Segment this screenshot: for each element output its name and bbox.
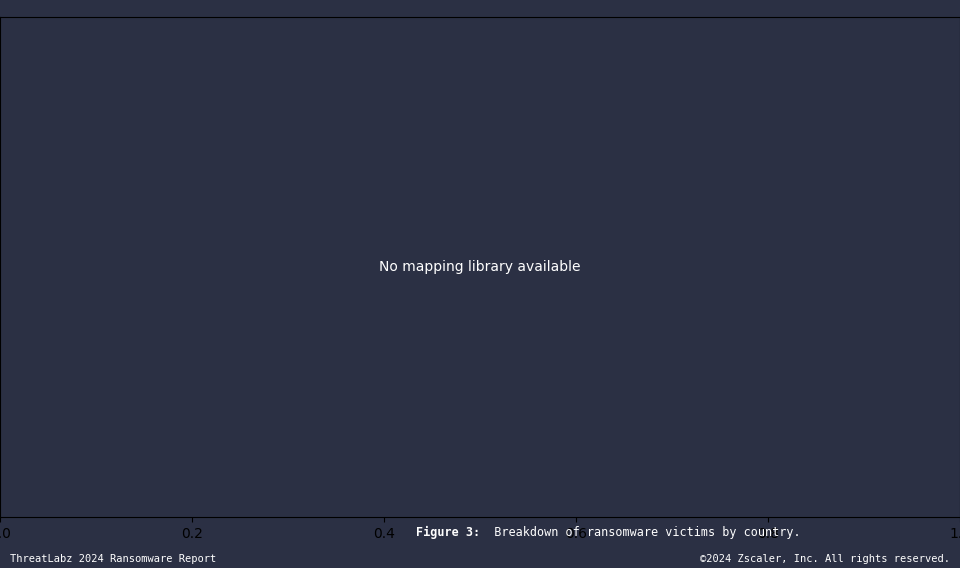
Text: ThreatLabz 2024 Ransomware Report: ThreatLabz 2024 Ransomware Report xyxy=(10,554,216,565)
Text: ©2024 Zscaler, Inc. All rights reserved.: ©2024 Zscaler, Inc. All rights reserved. xyxy=(701,554,950,565)
Text: No mapping library available: No mapping library available xyxy=(379,260,581,274)
Text: Breakdown of ransomware victims by country.: Breakdown of ransomware victims by count… xyxy=(480,526,801,538)
Text: Figure 3:: Figure 3: xyxy=(416,525,480,539)
